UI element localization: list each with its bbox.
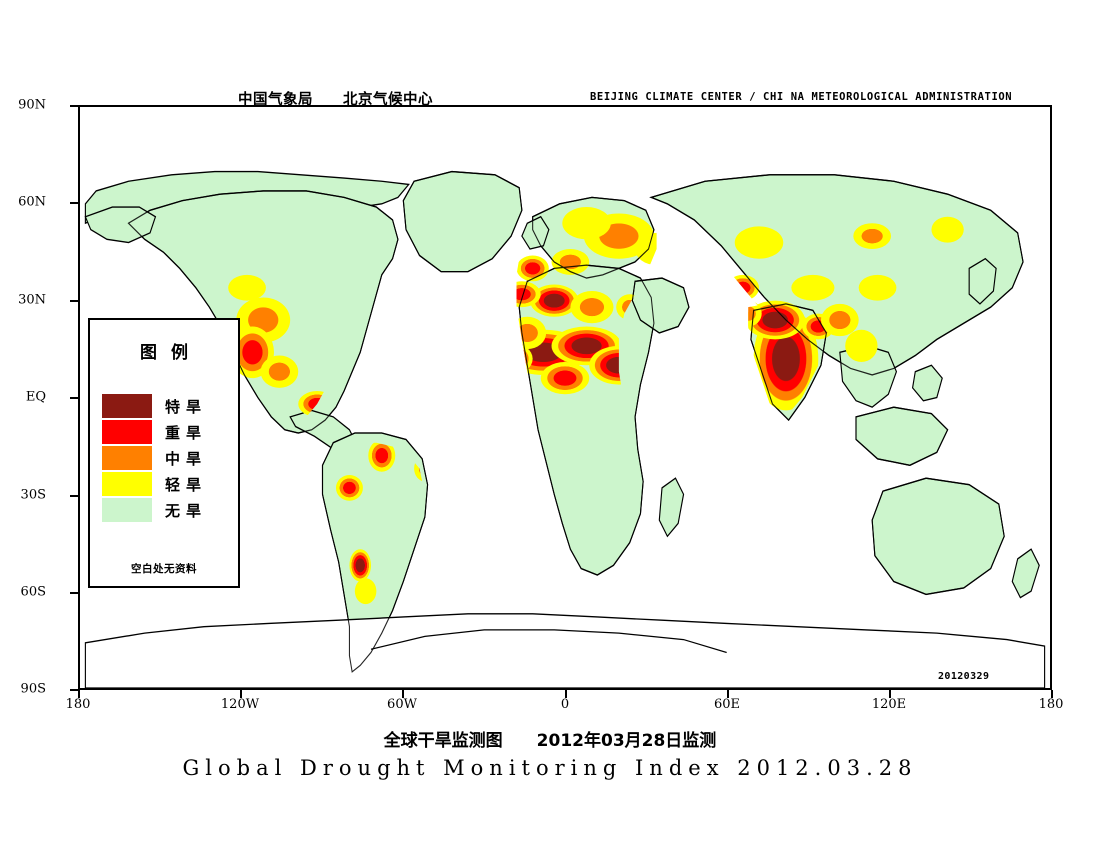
drought-blob-chile [349,549,371,582]
legend-swatch-none [102,498,152,522]
x-tick-180w [78,690,80,698]
x-axis-label-120w: 120W [220,697,260,712]
x-axis-label-60e: 60E [713,697,741,712]
x-tick-60w [402,690,404,698]
y-tick-eq [70,397,78,399]
y-tick-90s [70,689,78,691]
x-axis-label-60w: 60W [387,697,417,712]
y-tick-30n [70,300,78,302]
antarctica-no-data [84,613,1046,688]
drought-blob-italy [551,249,590,275]
drought-blob-patagonia [354,578,377,605]
legend-label-extreme: 特旱 [165,397,208,416]
legend-label-mild: 轻旱 [165,475,208,494]
y-axis-label-eq: EQ [25,389,46,405]
x-tick-120w [240,690,242,698]
legend-title: 图例 [140,343,202,363]
drought-blob-libya [570,290,614,324]
drought-blob-great-plains [228,274,266,301]
y-axis-label-90s: 90S [20,681,46,697]
header-org-cn: 中国气象局 北京气候中心 [238,92,433,108]
legend-label-moderate: 中旱 [165,449,208,468]
y-axis-label-30n: 30N [18,292,46,308]
y-tick-60n [70,202,78,204]
x-tick-180e [1051,690,1053,698]
y-tick-90n [70,105,78,107]
date-watermark: 20120329 [938,671,990,682]
drought-blob-iberia [516,255,549,282]
legend-label-none: 无旱 [165,501,208,520]
drought-blob-tibet [791,274,835,301]
world-drought-map [80,107,1050,688]
legend-swatch-mild [102,472,152,496]
legend-item-moderate: 中旱 [102,446,230,470]
chart-title-cn: 全球干旱监测图 2012年03月28日监测 [383,731,717,751]
x-axis-label-180e: 180 [1038,697,1064,712]
drought-blob-indochina [845,329,878,362]
y-tick-30s [70,495,78,497]
map-legend: 图例 特旱 重旱 中旱 轻旱 无旱 空白处无资料 [88,318,240,588]
drought-blob-baltic [562,207,611,240]
coastline-overlay [127,170,1024,673]
y-axis-label-60n: 60N [18,194,46,210]
header-org-en: BEIJING CLIMATE CENTER / CHI NA METEOROL… [590,91,1013,103]
drought-blob-mexico-se [260,355,299,388]
drought-blob-south-china [858,274,897,301]
legend-swatch-extreme [102,394,152,418]
legend-item-mild: 轻旱 [102,472,230,496]
y-tick-60s [70,592,78,594]
legend-item-severe: 重旱 [102,420,230,444]
legend-swatch-moderate [102,446,152,470]
y-axis-label-30s: 30S [20,487,46,503]
y-axis-label-90n: 90N [18,97,46,113]
legend-label-severe: 重旱 [165,423,208,442]
x-axis-label-0: 0 [560,697,570,712]
drought-blob-myanmar [820,303,859,337]
legend-swatch-severe [102,420,152,444]
y-axis-label-60s: 60S [20,584,46,600]
x-axis-label-120e: 120E [871,697,907,712]
drought-blob-kazakhstan [734,226,784,259]
x-tick-0 [565,690,567,698]
chart-title-en: Global Drought Monitoring Index 2012.03.… [182,756,918,780]
legend-items: 特旱 重旱 中旱 轻旱 无旱 [102,394,230,524]
x-tick-120e [889,690,891,698]
drought-blob-algeria [529,284,579,317]
legend-note: 空白处无资料 [131,563,197,575]
x-axis-label-180w: 180 [65,697,91,712]
legend-item-extreme: 特旱 [102,394,230,418]
map-plot-area [78,105,1052,690]
drought-blob-peru [335,474,363,501]
drought-blob-mongolia [853,223,892,250]
drought-blob-ne-china [931,216,964,243]
legend-item-none: 无旱 [102,498,230,522]
drought-blob-nigeria [540,361,590,395]
drought-blob-brazil-north [368,439,396,472]
x-tick-60e [727,690,729,698]
